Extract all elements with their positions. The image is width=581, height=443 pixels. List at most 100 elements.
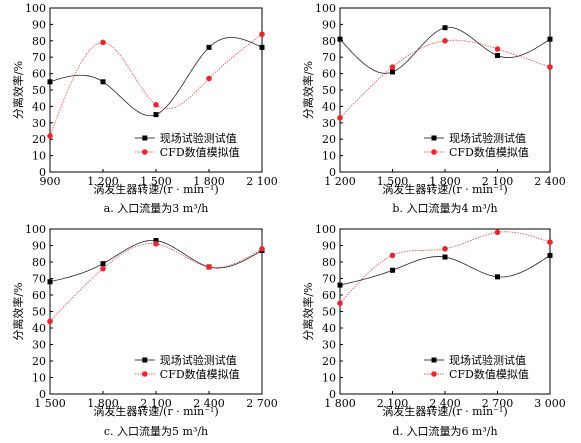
x-tick-label: 2 400 (534, 175, 566, 188)
y-tick-label: 0 (329, 388, 336, 401)
y-axis-label: 分离效率/% (11, 282, 25, 340)
legend-marker (142, 357, 148, 363)
x-tick-label: 3 000 (534, 397, 566, 410)
x-tick-label: 1 800 (429, 175, 461, 188)
data-point-measured (495, 53, 500, 59)
chart-panel-3: 0 10 20 30 40 50 60 70 80 90 100 1 500 1 800 2 100 2 4… (11, 223, 278, 438)
legend-marker (142, 135, 148, 141)
legend-marker (431, 135, 437, 141)
legend-item-cfd: CFD数值模拟值 (424, 145, 529, 159)
x-tick-label: 1 500 (377, 175, 409, 188)
x-tick-label: 1 800 (324, 397, 356, 410)
data-point-cfd (442, 38, 448, 44)
legend-item-measured: 现场试验测试值 (134, 131, 237, 145)
data-point-measured (206, 44, 212, 50)
legend-item-cfd: CFD数值模拟值 (424, 367, 529, 381)
y-tick-label: 100 (315, 223, 336, 236)
y-tick-label: 10 (32, 150, 46, 163)
x-tick-label: 2 100 (246, 175, 278, 188)
y-tick-label: 20 (32, 355, 46, 368)
y-tick-label: 90 (32, 240, 46, 253)
legend-label: 现场试验测试值 (449, 353, 526, 367)
data-point-cfd (100, 39, 106, 46)
data-point-cfd (153, 101, 159, 108)
legend-label: CFD数值模拟值 (449, 145, 529, 159)
x-tick-label: 2 700 (482, 397, 514, 410)
legend-marker (431, 371, 437, 377)
y-tick-label: 40 (322, 322, 336, 335)
y-tick-label: 10 (322, 150, 336, 163)
y-tick-label: 20 (322, 355, 336, 368)
panel-caption: a. 入口流量为3 m³/h (104, 201, 209, 215)
x-tick-label: 900 (40, 175, 61, 188)
y-tick-label: 0 (329, 166, 336, 179)
y-tick-label: 30 (322, 117, 336, 130)
series-curve-cfd (49, 33, 263, 137)
x-axis-label: 涡发生器转速/(r · min⁻¹) (382, 182, 507, 196)
data-point-measured (100, 261, 106, 267)
y-tick-label: 20 (32, 133, 46, 146)
series-curve-cfd (49, 243, 263, 322)
data-point-measured (153, 238, 159, 244)
y-tick-label: 10 (32, 372, 46, 385)
y-axis-label: 分离效率/% (301, 282, 315, 340)
data-point-cfd (389, 252, 396, 259)
x-tick-label: 2 100 (377, 397, 409, 410)
y-tick-label: 50 (322, 84, 336, 97)
y-tick-label: 100 (25, 223, 46, 236)
series-curve-cfd (339, 231, 551, 304)
y-tick-label: 90 (322, 18, 336, 31)
x-tick-label: 1 500 (34, 397, 66, 410)
data-point-cfd (337, 300, 343, 307)
legend-item-cfd: CFD数值模拟值 (134, 367, 240, 381)
y-tick-label: 60 (32, 289, 46, 302)
x-tick-label: 2 100 (140, 397, 172, 410)
data-point-measured (547, 36, 553, 42)
legend-label: 现场试验测试值 (160, 131, 237, 145)
data-point-measured (100, 79, 106, 85)
y-tick-label: 40 (322, 100, 336, 113)
y-tick-label: 40 (32, 100, 46, 113)
data-point-cfd (206, 264, 212, 270)
data-point-measured (337, 282, 343, 288)
data-point-measured (47, 79, 53, 85)
y-tick-label: 70 (322, 273, 336, 286)
x-tick-label: 2 400 (193, 397, 225, 410)
data-point-cfd (100, 265, 106, 272)
y-tick-label: 90 (32, 18, 46, 31)
y-tick-label: 70 (32, 51, 46, 64)
data-point-cfd (337, 115, 343, 121)
legend-label: CFD数值模拟值 (449, 367, 529, 381)
y-tick-label: 40 (32, 322, 46, 335)
y-tick-label: 80 (322, 256, 336, 269)
x-tick-label: 1 800 (87, 397, 119, 410)
legend-label: 现场试验测试值 (160, 353, 237, 367)
data-point-measured (153, 112, 159, 118)
data-point-measured (390, 69, 395, 75)
legend-item-measured: 现场试验测试值 (424, 131, 526, 145)
y-tick-label: 0 (39, 388, 46, 401)
data-point-cfd (47, 133, 53, 139)
data-point-measured (442, 25, 448, 31)
data-point-cfd (442, 246, 448, 252)
data-point-cfd (547, 239, 553, 245)
y-tick-label: 60 (322, 68, 336, 81)
y-tick-label: 80 (322, 35, 336, 48)
series-curve-measured (339, 255, 551, 286)
legend-marker (431, 357, 437, 363)
y-tick-label: 30 (32, 339, 46, 352)
legend-item-measured: 现场试验测试值 (424, 353, 526, 367)
series-curve-measured (339, 26, 551, 74)
y-tick-label: 50 (32, 84, 46, 97)
data-point-measured (547, 252, 553, 258)
legend-item-cfd: CFD数值模拟值 (134, 145, 240, 159)
data-point-measured (337, 36, 343, 42)
y-tick-label: 80 (32, 256, 46, 269)
data-point-measured (259, 44, 265, 50)
y-tick-label: 10 (322, 372, 336, 385)
y-tick-label: 100 (315, 2, 336, 15)
data-point-cfd (494, 46, 501, 52)
x-tick-label: 1 800 (193, 175, 225, 188)
data-point-cfd (47, 318, 53, 325)
